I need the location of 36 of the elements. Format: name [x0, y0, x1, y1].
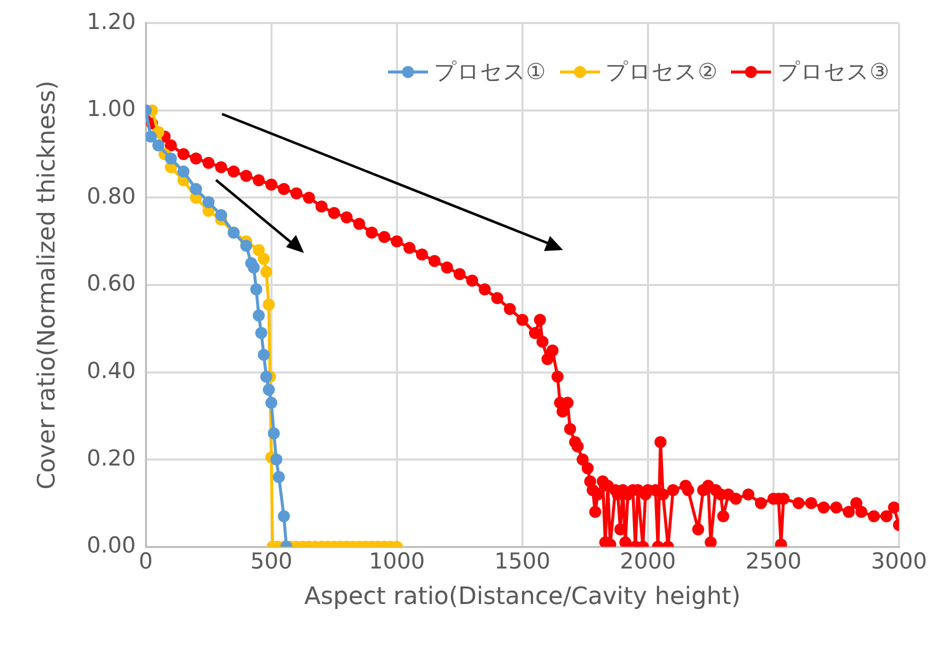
x-axis-title: Aspect ratio(Distance/Cavity height)	[304, 582, 741, 610]
point	[255, 326, 268, 339]
point	[260, 266, 272, 278]
legend-label: プロセス③	[777, 59, 890, 88]
point	[240, 240, 252, 252]
point	[215, 209, 228, 222]
y-tick-label: 0.60	[86, 272, 136, 297]
y-tick-label: 0.20	[86, 446, 136, 472]
x-tick-label: 1000	[368, 550, 425, 575]
point	[152, 139, 164, 152]
point	[146, 130, 157, 143]
x-tick-label: 2000	[620, 550, 676, 575]
x-tick-label: 0	[138, 550, 153, 575]
point	[190, 183, 202, 196]
legend-label: プロセス①	[434, 59, 546, 88]
point	[164, 152, 177, 164]
y-tick-label: 0.40	[86, 358, 136, 384]
x-tick-label: 3000	[871, 550, 928, 575]
y-tick-label: 0.00	[86, 534, 136, 559]
point	[250, 283, 262, 296]
point	[177, 166, 190, 178]
y-tick-label: 1.00	[86, 97, 136, 122]
x-tick-label: 2500	[745, 550, 802, 575]
x-tick-label: 500	[250, 550, 292, 575]
point	[252, 244, 265, 256]
point	[258, 252, 270, 265]
y-tick-label: 0.80	[86, 184, 136, 210]
y-axis-title: Cover ratio(Normalized thickness)	[32, 80, 61, 490]
point	[202, 196, 215, 208]
x-tick-label: 1500	[494, 550, 550, 575]
point	[248, 262, 260, 274]
point	[252, 310, 265, 322]
point	[262, 298, 275, 311]
point	[258, 348, 270, 361]
y-tick-label: 1.20	[86, 10, 136, 35]
legend-label: プロセス②	[606, 59, 718, 88]
